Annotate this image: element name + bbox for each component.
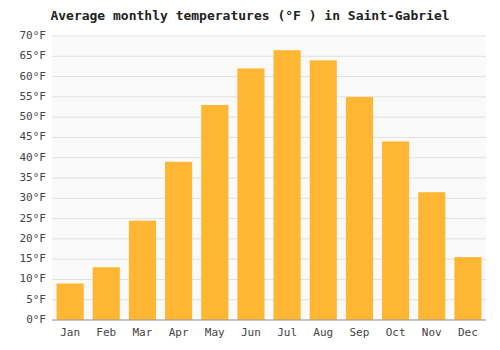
bar (418, 192, 445, 320)
x-tick-label: Apr (169, 326, 189, 339)
grid-line (52, 178, 486, 179)
x-tick-label: Oct (386, 326, 406, 339)
x-tick-label: Nov (422, 326, 442, 339)
grid (52, 36, 486, 320)
y-tick-label: 40°F (20, 151, 47, 164)
y-tick-label: 20°F (20, 232, 47, 245)
y-tick-label: 5°F (26, 293, 46, 306)
bar (346, 97, 373, 320)
x-axis: Jan Feb Mar Apr May Jun Jul Aug Sep Oct Nov Dec (52, 320, 486, 339)
x-tick-label: Jan (60, 326, 80, 339)
grid-line (52, 320, 486, 321)
bar (274, 50, 301, 320)
y-tick-label: 50°F (20, 110, 47, 123)
x-tick-label: Mar (132, 326, 152, 339)
y-tick-label: 25°F (20, 212, 47, 225)
x-tick-label: Sep (349, 326, 369, 339)
grid-line (52, 76, 486, 77)
bar (382, 141, 409, 320)
grid-line (52, 36, 486, 37)
grid-line (52, 157, 486, 158)
y-tick-label: 0°F (26, 313, 46, 326)
bar (129, 221, 156, 320)
x-tick-label: Aug (313, 326, 333, 339)
bar (57, 283, 84, 320)
x-axis-line (52, 320, 486, 321)
y-tick-label: 15°F (20, 252, 47, 265)
grid-line (52, 137, 486, 138)
grid-line (52, 96, 486, 97)
y-axis: 0°F 5°F 10°F 15°F 20°F 25°F 30°F 35°F 40°F 45°F 50… (20, 29, 47, 326)
x-tick-label: Dec (458, 326, 478, 339)
bars (57, 50, 482, 320)
grid-line (52, 56, 486, 57)
y-tick-label: 60°F (20, 70, 47, 83)
bar (454, 257, 481, 320)
y-tick-label: 30°F (20, 191, 47, 204)
chart-container: 0°F 5°F 10°F 15°F 20°F 25°F 30°F 35°F 40°F 45°F 50… (0, 0, 500, 350)
bar (237, 68, 264, 320)
plot-area (52, 36, 486, 320)
y-tick-label: 35°F (20, 171, 47, 184)
x-tick-label: Feb (96, 326, 116, 339)
y-tick-label: 55°F (20, 90, 47, 103)
y-tick-label: 70°F (20, 29, 47, 42)
x-tick-label: May (205, 326, 225, 339)
x-tick-label: Jun (241, 326, 261, 339)
grid-line (52, 117, 486, 118)
bar (201, 105, 228, 320)
bar (310, 60, 337, 320)
y-tick-label: 45°F (20, 130, 47, 143)
y-tick-label: 10°F (20, 272, 47, 285)
y-tick-label: 65°F (20, 49, 47, 62)
x-tick-label: Jul (277, 326, 297, 339)
title: Average monthly temperatures (°F ) in Sa… (50, 8, 449, 23)
chart: 0°F 5°F 10°F 15°F 20°F 25°F 30°F 35°F 40°F 45°F 50… (0, 0, 500, 350)
bar (93, 267, 120, 320)
bar (165, 162, 192, 320)
